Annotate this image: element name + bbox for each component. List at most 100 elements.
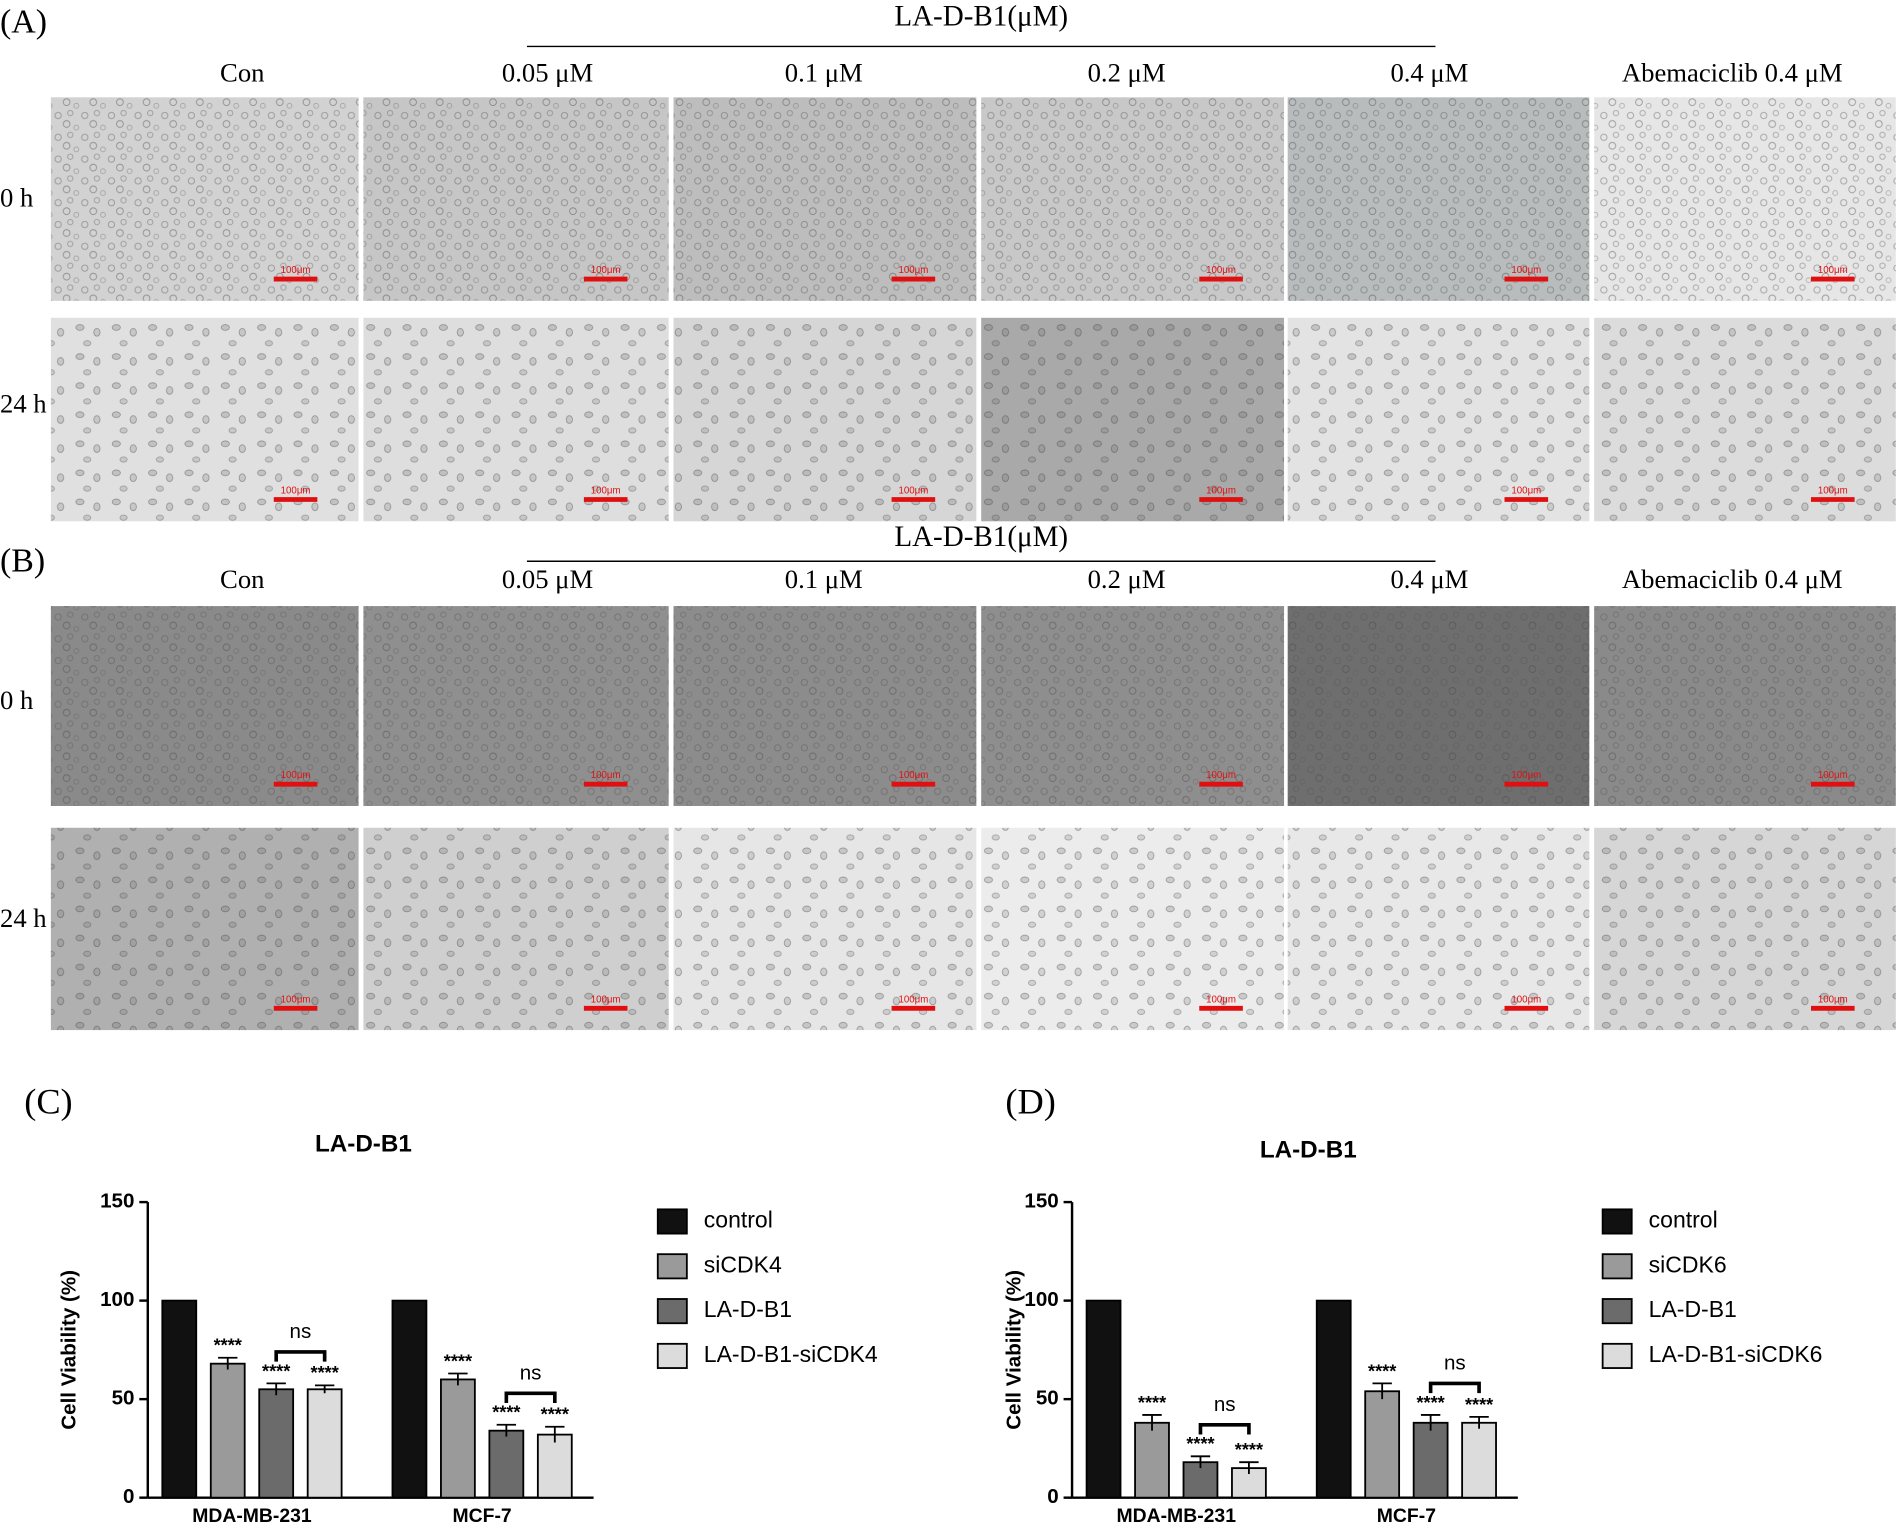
scale-bar-label: 100μm — [1206, 265, 1236, 276]
bracket-label: ns — [290, 1320, 312, 1343]
cell-texture — [1287, 97, 1590, 301]
significance-bracket — [274, 1350, 327, 1362]
y-axis-label: Cell Viability (%) — [58, 1270, 81, 1430]
significance-bracket — [1428, 1381, 1481, 1394]
column-label: 0.1 μM — [785, 564, 863, 594]
scale-bar-label: 100μm — [1818, 770, 1848, 781]
chart-title: LA-D-B1 — [315, 1131, 412, 1158]
x-tick-label: MCF-7 — [453, 1505, 512, 1527]
scale-bar-label: 100μm — [281, 265, 311, 276]
bar — [161, 1299, 198, 1499]
cell-texture — [981, 317, 1285, 522]
cell-texture — [673, 317, 977, 522]
bracket-label: ns — [1214, 1393, 1236, 1416]
cell-texture — [363, 317, 669, 522]
column-label: Abemaciclib 0.4 μM — [1622, 564, 1843, 594]
column-label: Con — [220, 58, 264, 88]
column-label: 0.05 μM — [502, 564, 593, 594]
significance-label: **** — [1186, 1434, 1215, 1454]
cell-texture — [50, 606, 359, 806]
bar — [1461, 1421, 1497, 1499]
scale-bar-label: 100μm — [591, 770, 621, 781]
bar — [1315, 1299, 1352, 1499]
cell-texture — [1287, 317, 1590, 522]
scale-bar-label: 100μm — [1206, 486, 1236, 497]
scale-bar-label: 100μm — [1206, 770, 1236, 781]
bar — [391, 1299, 428, 1499]
cell-texture — [673, 97, 977, 301]
significance-label: **** — [1368, 1361, 1397, 1381]
significance-bracket — [504, 1391, 557, 1403]
cell-texture — [673, 827, 977, 1031]
scale-bar-label: 100μm — [898, 265, 928, 276]
significance-label: **** — [1465, 1395, 1494, 1415]
cell-texture — [1287, 827, 1590, 1031]
legend-swatch — [1601, 1208, 1633, 1235]
bracket-label: ns — [520, 1361, 542, 1384]
column-label: 0.2 μM — [1088, 564, 1166, 594]
scale-bar-label: 100μm — [591, 265, 621, 276]
scale-bar-label: 100μm — [281, 994, 311, 1005]
bar — [488, 1429, 525, 1499]
treatment-label: LA-D-B1(μM) — [894, 0, 1068, 32]
legend-swatch — [656, 1342, 688, 1369]
cell-texture — [981, 606, 1285, 806]
scale-bar-label: 100μm — [1206, 994, 1236, 1005]
treatment-label: LA-D-B1(μM) — [894, 521, 1068, 553]
cell-texture — [1594, 606, 1896, 806]
y-tick-label: 0 — [1047, 1485, 1058, 1508]
x-tick-label: MDA-MB-231 — [1116, 1505, 1236, 1527]
scale-bar-label: 100μm — [1511, 265, 1541, 276]
scale-bar-label: 100μm — [281, 486, 311, 497]
significance-label: **** — [311, 1363, 340, 1383]
scale-bar-label: 100μm — [1511, 994, 1541, 1005]
scale-bar-label: 100μm — [898, 770, 928, 781]
x-tick-label: MDA-MB-231 — [192, 1505, 312, 1527]
significance-label: **** — [1235, 1440, 1264, 1460]
significance-label: **** — [262, 1361, 291, 1381]
y-tick-label: 150 — [100, 1190, 134, 1213]
y-tick-label: 50 — [1036, 1387, 1059, 1410]
significance-label: **** — [1138, 1393, 1167, 1413]
bar — [440, 1378, 476, 1499]
cell-texture — [363, 606, 669, 806]
scale-bar-label: 100μm — [898, 486, 928, 497]
scale-bar-label: 100μm — [1818, 486, 1848, 497]
scale-bar-label: 100μm — [1511, 486, 1541, 497]
bar — [1412, 1421, 1449, 1499]
legend-swatch — [1601, 1253, 1633, 1280]
column-label: 0.4 μM — [1390, 58, 1468, 88]
y-tick-label: 50 — [112, 1387, 135, 1410]
significance-label: **** — [541, 1405, 570, 1425]
significance-label: **** — [444, 1351, 473, 1371]
legend-label: siCDK4 — [704, 1251, 782, 1277]
legend-label: LA-D-B1 — [1649, 1296, 1737, 1322]
y-tick-label: 100 — [1024, 1288, 1058, 1311]
row-label: 24 h — [0, 903, 47, 933]
scale-bar-label: 100μm — [591, 486, 621, 497]
scale-bar-label: 100μm — [281, 770, 311, 781]
legend-swatch — [656, 1298, 688, 1325]
cell-texture — [50, 97, 359, 301]
cell-texture — [1594, 97, 1896, 301]
legend-label: LA-D-B1-siCDK6 — [1649, 1341, 1823, 1367]
y-axis-label: Cell Viability (%) — [1003, 1270, 1026, 1430]
significance-label: **** — [492, 1403, 521, 1423]
y-tick-label: 0 — [123, 1485, 134, 1508]
column-label: 0.2 μM — [1088, 58, 1166, 88]
cell-texture — [363, 97, 669, 301]
significance-label: **** — [214, 1336, 243, 1356]
column-label: Abemaciclib 0.4 μM — [1622, 58, 1843, 88]
scale-bar-label: 100μm — [591, 994, 621, 1005]
panel-label: (B) — [0, 542, 45, 579]
cell-texture — [50, 827, 359, 1031]
bar — [1364, 1390, 1401, 1499]
scale-bar-label: 100μm — [1818, 994, 1848, 1005]
chart-title: LA-D-B1 — [1260, 1137, 1357, 1164]
legend-label: siCDK6 — [1649, 1251, 1727, 1277]
y-tick-label: 100 — [100, 1288, 134, 1311]
column-label: 0.1 μM — [785, 58, 863, 88]
bar — [306, 1388, 343, 1499]
legend-label: control — [1649, 1207, 1718, 1233]
